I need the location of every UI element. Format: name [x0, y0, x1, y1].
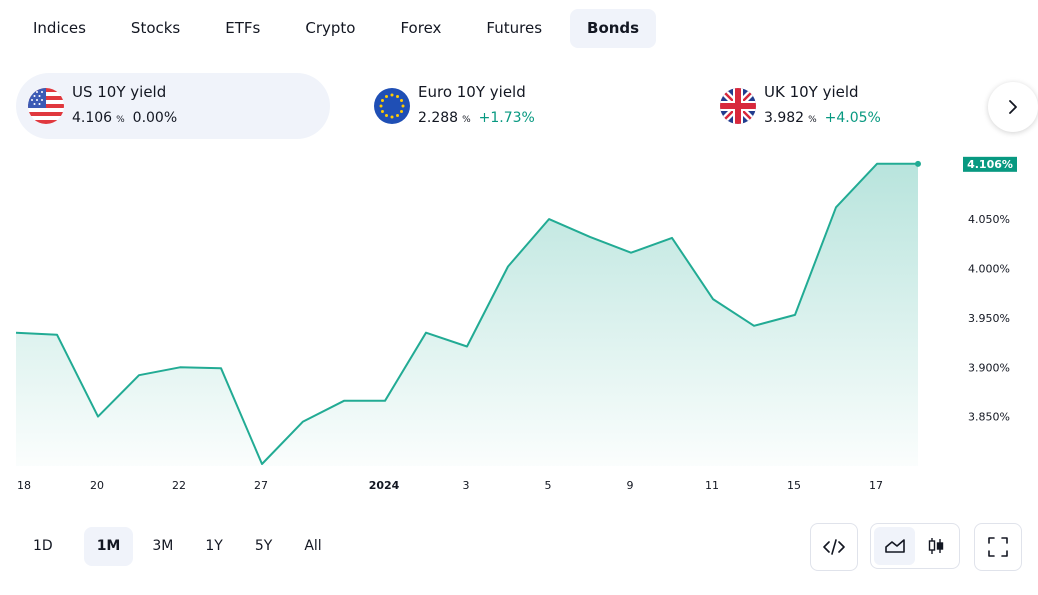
- range-5y[interactable]: 5Y: [254, 538, 273, 554]
- next-tickers-button[interactable]: [988, 82, 1038, 132]
- ticker-quote: 4.106% 0.00%: [72, 110, 177, 126]
- ticker-unit: %: [462, 115, 471, 125]
- market-tabs: Indices Stocks ETFs Crypto Forex Futures Bonds: [16, 9, 667, 48]
- code-icon: [823, 539, 845, 555]
- tab-bonds[interactable]: Bonds: [570, 9, 657, 48]
- embed-code-button[interactable]: [810, 523, 858, 571]
- y-tick-label: 3.850%: [968, 411, 1010, 424]
- chart-style-toggle: [870, 523, 960, 569]
- ticker-unit: %: [116, 115, 125, 125]
- x-tick-label: 18: [17, 479, 31, 492]
- ticker-card[interactable]: UK 10Y yield 3.982% +4.05%: [708, 73, 1022, 139]
- us-flag-icon: [28, 88, 64, 124]
- x-tick-label: 2024: [369, 479, 400, 492]
- ticker-name: Euro 10Y yield: [418, 83, 526, 101]
- ticker-card[interactable]: US 10Y yield 4.106% 0.00%: [16, 73, 330, 139]
- ticker-name: US 10Y yield: [72, 83, 167, 101]
- yield-chart: 18 20 22 27 2024 3 5 9 11 15 17 4.050% 4.000% 3.950%…: [15, 156, 1017, 492]
- last-value-label: 4.106%: [967, 158, 1013, 171]
- y-tick-label: 4.000%: [968, 263, 1010, 276]
- data-point: [915, 160, 921, 167]
- chevron-right-icon: [1009, 100, 1017, 114]
- tab-futures[interactable]: Futures: [486, 19, 543, 37]
- tab-forex[interactable]: Forex: [400, 19, 442, 37]
- range-1y[interactable]: 1Y: [205, 538, 223, 554]
- ticker-unit: %: [808, 115, 817, 125]
- range-1d[interactable]: 1D: [33, 538, 53, 554]
- range-all[interactable]: All: [304, 538, 322, 554]
- fullscreen-icon: [988, 537, 1008, 557]
- uk-flag-icon: [720, 88, 756, 124]
- series-line: [15, 162, 918, 465]
- ticker-change: +4.05%: [824, 110, 881, 126]
- y-tick-label: 4.050%: [968, 213, 1010, 226]
- area-chart-icon: [884, 539, 905, 553]
- range-1m[interactable]: 1M: [83, 527, 134, 566]
- x-tick-label: 15: [787, 479, 801, 492]
- tab-stocks[interactable]: Stocks: [130, 19, 181, 37]
- area-chart-button[interactable]: [874, 527, 915, 565]
- ticker-value: 2.288: [418, 110, 459, 126]
- y-tick-label: 3.900%: [968, 361, 1010, 374]
- ticker-change: 0.00%: [132, 110, 178, 126]
- tab-etfs[interactable]: ETFs: [225, 19, 261, 37]
- range-3m[interactable]: 3M: [152, 538, 174, 554]
- x-tick-label: 17: [869, 479, 883, 492]
- ticker-change: +1.73%: [478, 110, 535, 126]
- ticker-quote: 3.982% +4.05%: [764, 110, 881, 126]
- x-tick-label: 22: [172, 479, 186, 492]
- ticker-card[interactable]: Euro 10Y yield 2.288% +1.73%: [362, 73, 676, 139]
- eu-flag-icon: [374, 88, 410, 124]
- x-tick-label: 3: [463, 479, 470, 492]
- last-value-badge: [963, 156, 1017, 172]
- x-tick-label: 5: [545, 479, 552, 492]
- y-tick-label: 3.950%: [968, 312, 1010, 325]
- tab-crypto[interactable]: Crypto: [305, 19, 356, 37]
- x-tick-label: 9: [627, 479, 634, 492]
- tab-indices[interactable]: Indices: [33, 19, 86, 37]
- x-tick-label: 11: [705, 479, 719, 492]
- ticker-strip: US 10Y yield 4.106% 0.00% Euro 10Y yield 2.2…: [16, 73, 976, 139]
- ticker-name: UK 10Y yield: [764, 83, 859, 101]
- candles-chart-button[interactable]: [915, 527, 956, 565]
- x-tick-label: 20: [90, 479, 104, 492]
- ticker-quote: 2.288% +1.73%: [418, 110, 535, 126]
- ticker-value: 3.982: [764, 110, 805, 126]
- ticker-value: 4.106: [72, 110, 113, 126]
- range-selector: 1D 1M 3M 1Y 5Y All: [20, 527, 341, 566]
- fullscreen-button[interactable]: [974, 523, 1022, 571]
- series-area: [16, 163, 918, 467]
- x-tick-label: 27: [254, 479, 268, 492]
- candlestick-icon: [928, 538, 943, 554]
